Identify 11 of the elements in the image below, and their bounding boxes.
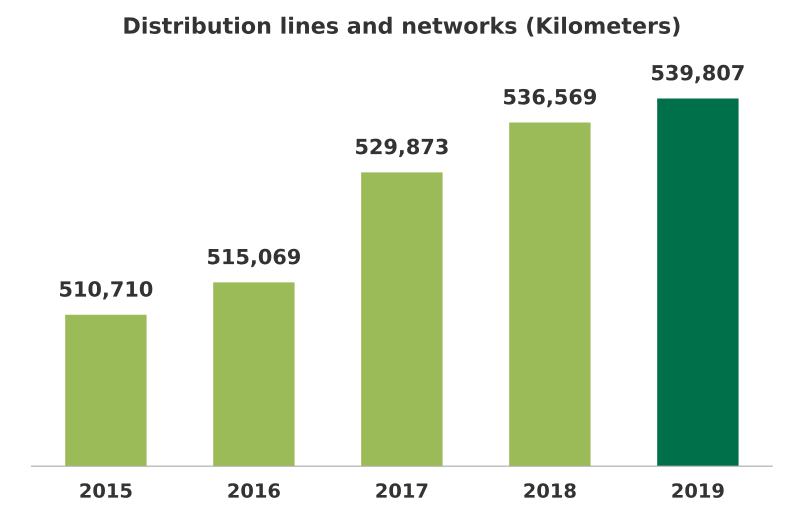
data-label: 539,807 bbox=[652, 64, 744, 84]
x-tick-label: 2017 bbox=[376, 483, 428, 498]
x-tick-label: 2015 bbox=[80, 483, 132, 498]
data-label: 515,069 bbox=[208, 248, 300, 268]
chart-title: Distribution lines and networks (Kilometers) bbox=[124, 16, 680, 37]
x-tick-label: 2018 bbox=[524, 483, 576, 498]
data-label: 529,873 bbox=[356, 138, 448, 158]
data-label: 510,710 bbox=[60, 281, 152, 300]
x-tick-label: 2019 bbox=[672, 483, 724, 498]
x-tick-label: 2016 bbox=[228, 483, 280, 498]
data-label: 536,569 bbox=[504, 88, 596, 108]
